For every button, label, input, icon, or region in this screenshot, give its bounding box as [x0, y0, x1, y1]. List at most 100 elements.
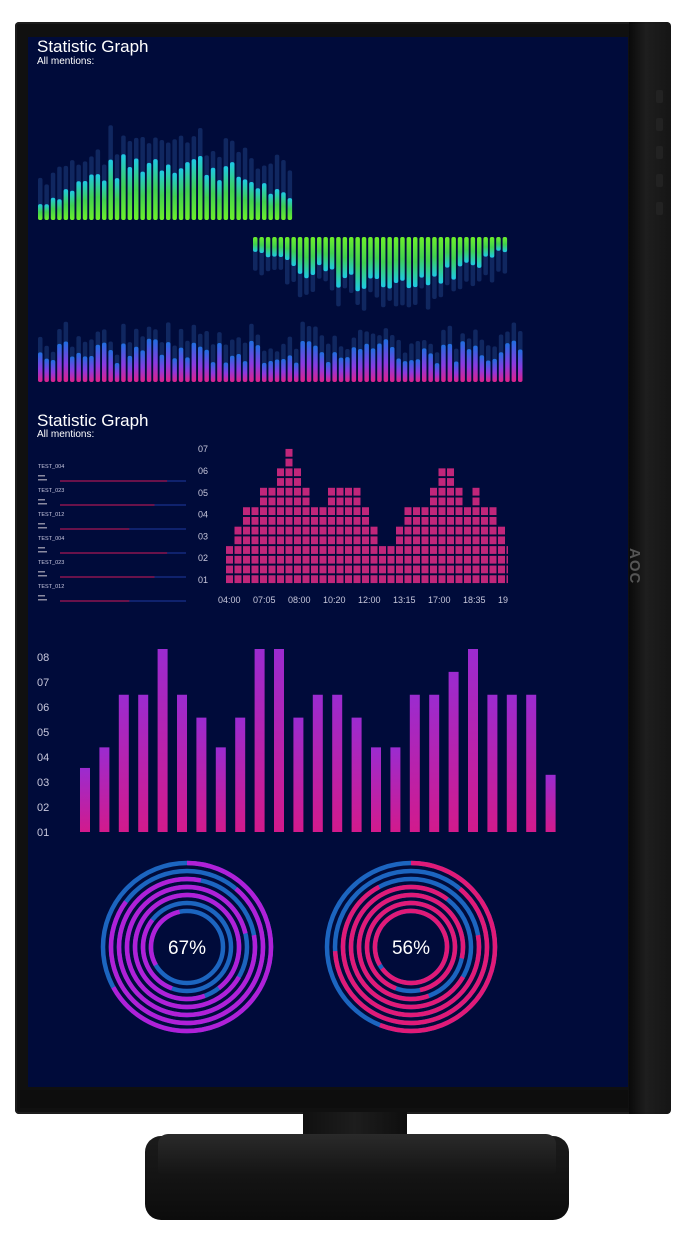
matrix-cell [260, 507, 267, 516]
wave-bar [204, 349, 209, 382]
wave-bar [400, 237, 405, 281]
matrix-cell [336, 536, 344, 545]
matrix-cell [268, 516, 276, 525]
matrix-cell [268, 536, 276, 545]
matrix-cell [260, 536, 267, 545]
wave-bar [242, 361, 248, 382]
matrix-cell [319, 555, 327, 564]
matrix-cell [472, 526, 480, 535]
matrix-cell [447, 555, 454, 564]
matrix-cell [319, 575, 327, 584]
matrix-cell [396, 555, 403, 564]
matrix-cell [447, 516, 454, 525]
wave-bar [102, 342, 107, 382]
matrix-cell [285, 555, 293, 564]
wave-bar [121, 154, 126, 220]
monitor-button[interactable] [656, 118, 663, 131]
matrix-cell [396, 575, 403, 584]
wave-bar [121, 343, 126, 382]
matrix-cell [277, 487, 284, 496]
matrix-cell [251, 546, 259, 554]
wave-bar [285, 237, 290, 261]
matrix-cell [506, 546, 508, 554]
matrix-cell [294, 555, 301, 564]
matrix-cell [438, 497, 446, 506]
wave-bar [313, 345, 318, 382]
legend-row-label: TEST_012 [38, 512, 64, 518]
matrix-cell [447, 478, 454, 486]
wave-bar [57, 343, 62, 382]
matrix-cell [277, 536, 284, 545]
bar [526, 694, 537, 832]
matrix-chart: 01 02 03 04 05 06 07 04:00 07:05 08:00 10:20 12:00 1… [198, 444, 508, 605]
wave-bar [492, 358, 497, 382]
matrix-cell [319, 536, 327, 545]
wave-bar [425, 237, 431, 286]
matrix-cell [243, 565, 250, 574]
wave-bar [146, 338, 152, 382]
matrix-cell [438, 478, 446, 486]
matrix-x-tick: 18:35 [463, 595, 486, 605]
wave-bar [422, 348, 427, 382]
matrix-cell [260, 516, 267, 525]
matrix-cell [370, 536, 378, 545]
matrix-cell [328, 546, 335, 554]
wave-bar [178, 347, 184, 382]
matrix-cell [421, 516, 429, 525]
wave-bar [358, 349, 363, 382]
wave-bar [306, 341, 312, 382]
matrix-cell [464, 546, 471, 554]
matrix-cell [404, 526, 412, 535]
matrix-cell [413, 575, 420, 584]
matrix-cell [438, 526, 446, 535]
matrix-cell [447, 526, 454, 535]
matrix-cell [472, 487, 480, 496]
wave-bar [249, 340, 254, 382]
matrix-cell [447, 575, 454, 584]
matrix-cell [302, 546, 310, 554]
wave-bar [63, 189, 69, 220]
matrix-cell [421, 507, 429, 516]
monitor-base-top [158, 1134, 556, 1174]
legend-list: TEST_004 TEST_023 TEST_012 TEST_004 TEST_023… [38, 464, 186, 602]
matrix-cell [481, 565, 488, 574]
matrix-cell [489, 575, 497, 584]
wave-bar [230, 162, 235, 220]
wave-bar [236, 354, 241, 382]
monitor-button[interactable] [656, 202, 663, 215]
matrix-cell [430, 555, 437, 564]
wave-bar [38, 204, 43, 220]
matrix-cell [277, 516, 284, 525]
matrix-cell [481, 536, 488, 545]
monitor-chin [20, 1090, 628, 1108]
matrix-cell [370, 526, 378, 535]
donut-ring-value [100, 860, 274, 1034]
monitor-button[interactable] [656, 174, 663, 187]
matrix-cell [455, 575, 463, 584]
bar-y-tick: 08 [37, 652, 49, 664]
wave-bar [274, 189, 280, 220]
wave-bar [413, 237, 418, 288]
matrix-cell [277, 575, 284, 584]
matrix-cell [506, 555, 508, 564]
wave-bar [396, 358, 401, 382]
wave-bar [272, 237, 277, 257]
matrix-cell [345, 487, 352, 496]
matrix-cell [447, 565, 454, 574]
monitor-button[interactable] [656, 90, 663, 103]
wave-bar [268, 193, 273, 220]
matrix-cell [319, 516, 327, 525]
matrix-cell [285, 546, 293, 554]
donut-label: 56% [392, 938, 430, 959]
monitor-button[interactable] [656, 146, 663, 159]
wave-bar [210, 167, 216, 220]
bar [235, 717, 246, 832]
matrix-cell [345, 565, 352, 574]
bar [157, 649, 168, 832]
matrix-cell [455, 487, 463, 496]
wave-bar [486, 360, 491, 382]
bar [448, 671, 459, 832]
matrix-x-tick: 19:05 [498, 595, 508, 605]
legend-mark [38, 499, 45, 501]
matrix-cell [243, 555, 250, 564]
